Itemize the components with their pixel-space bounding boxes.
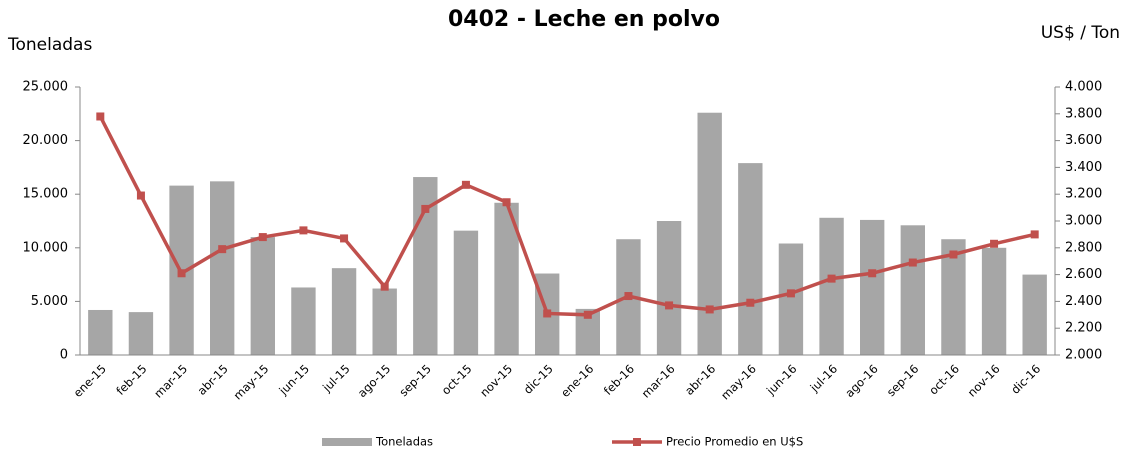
x-tick-label: feb-16 <box>601 362 637 398</box>
bar <box>738 163 763 355</box>
price-line <box>98 115 1036 317</box>
x-tick-label: ene-15 <box>71 362 109 400</box>
line-marker <box>583 310 592 319</box>
line-marker <box>461 180 470 189</box>
bar <box>900 225 925 355</box>
bar <box>981 247 1007 355</box>
bar <box>941 239 966 355</box>
line-marker <box>990 239 999 248</box>
x-tick-label: feb-15 <box>113 362 149 398</box>
line-marker <box>827 274 836 283</box>
x-tick-label: mar-15 <box>151 362 190 401</box>
y2-axis-title: US$ / Ton <box>1041 23 1120 43</box>
x-tick-label: dic-15 <box>521 362 556 397</box>
x-tick-label: jun-15 <box>276 362 312 398</box>
line-marker <box>705 305 714 314</box>
line-marker <box>421 204 430 213</box>
bar <box>656 221 682 355</box>
line-marker <box>136 191 145 200</box>
x-tick-label: may-15 <box>231 362 272 403</box>
y2-tick-label: 3.600 <box>1065 133 1102 148</box>
bar <box>128 312 154 355</box>
line-marker <box>177 269 186 278</box>
y2-tick-label: 2.400 <box>1065 294 1102 309</box>
legend-label: Toneladas <box>375 435 433 449</box>
x-tick-label: sep-16 <box>884 362 922 400</box>
x-tick-label: jul-15 <box>319 362 353 396</box>
bar <box>250 237 275 355</box>
y2-tick-label: 3.000 <box>1065 214 1102 229</box>
line-marker <box>96 112 105 121</box>
line-marker <box>543 309 552 318</box>
x-tick-label: ago-15 <box>355 362 393 400</box>
line-marker <box>258 233 267 242</box>
line-marker <box>218 245 227 254</box>
x-tick-label: dic-16 <box>1008 362 1043 397</box>
line-marker <box>908 258 917 267</box>
bar <box>88 309 113 355</box>
y-tick-label: 10.000 <box>23 240 69 255</box>
line-marker <box>624 292 633 301</box>
line-marker <box>786 289 795 298</box>
bar <box>372 288 397 355</box>
x-tick-label: jul-16 <box>807 362 841 396</box>
line-marker <box>949 250 958 259</box>
x-tick-label: sep-15 <box>396 362 434 400</box>
bar <box>1022 274 1047 355</box>
line-marker <box>299 226 308 235</box>
legend-label: Precio Promedio en U$S <box>666 435 803 449</box>
y2-tick-label: 4.000 <box>1065 80 1102 95</box>
x-tick-label: jun-16 <box>763 362 799 398</box>
y2-tick-label: 2.200 <box>1065 321 1102 336</box>
y-tick-label: 25.000 <box>23 80 69 95</box>
bar <box>819 217 844 355</box>
y2-tick-label: 2.800 <box>1065 240 1102 255</box>
y-tick-label: 20.000 <box>23 133 69 148</box>
y2-tick-label: 3.400 <box>1065 160 1102 175</box>
y2-tick-label: 3.200 <box>1065 187 1102 202</box>
y-axis-title: Toneladas <box>7 35 92 55</box>
x-tick-label: nov-15 <box>477 362 515 400</box>
line-marker <box>380 282 389 291</box>
bar <box>291 287 316 355</box>
bar <box>210 181 235 355</box>
y2-tick-label: 3.800 <box>1065 106 1102 121</box>
x-tick-label: mar-16 <box>639 362 678 401</box>
bar <box>860 219 885 355</box>
legend-swatch <box>322 438 372 446</box>
y2-tick-label: 2.600 <box>1065 267 1102 282</box>
x-tick-label: oct-16 <box>926 362 962 398</box>
y-tick-label: 15.000 <box>23 187 69 202</box>
x-tick-label: abr-15 <box>195 362 231 398</box>
line-marker <box>868 269 877 278</box>
x-tick-label: ago-16 <box>842 362 880 400</box>
line-marker <box>502 198 511 207</box>
y-tick-label: 0 <box>60 348 68 363</box>
bar <box>331 268 357 355</box>
line-marker <box>340 234 349 243</box>
line-marker <box>746 298 755 307</box>
x-tick-label: ene-16 <box>558 362 596 400</box>
legend-marker <box>633 438 641 446</box>
x-tick-label: abr-16 <box>682 362 718 398</box>
y-tick-label: 5.000 <box>31 294 68 309</box>
x-tick-label: oct-15 <box>439 362 475 398</box>
bar <box>453 230 479 355</box>
line-marker <box>665 301 674 310</box>
x-tick-label: nov-16 <box>965 362 1003 400</box>
y2-tick-label: 2.000 <box>1065 348 1102 363</box>
chart-title: 0402 - Leche en polvo <box>448 7 720 32</box>
x-tick-label: may-16 <box>718 362 759 403</box>
bar <box>697 112 722 355</box>
line-marker <box>1030 230 1039 239</box>
bar <box>778 243 804 355</box>
